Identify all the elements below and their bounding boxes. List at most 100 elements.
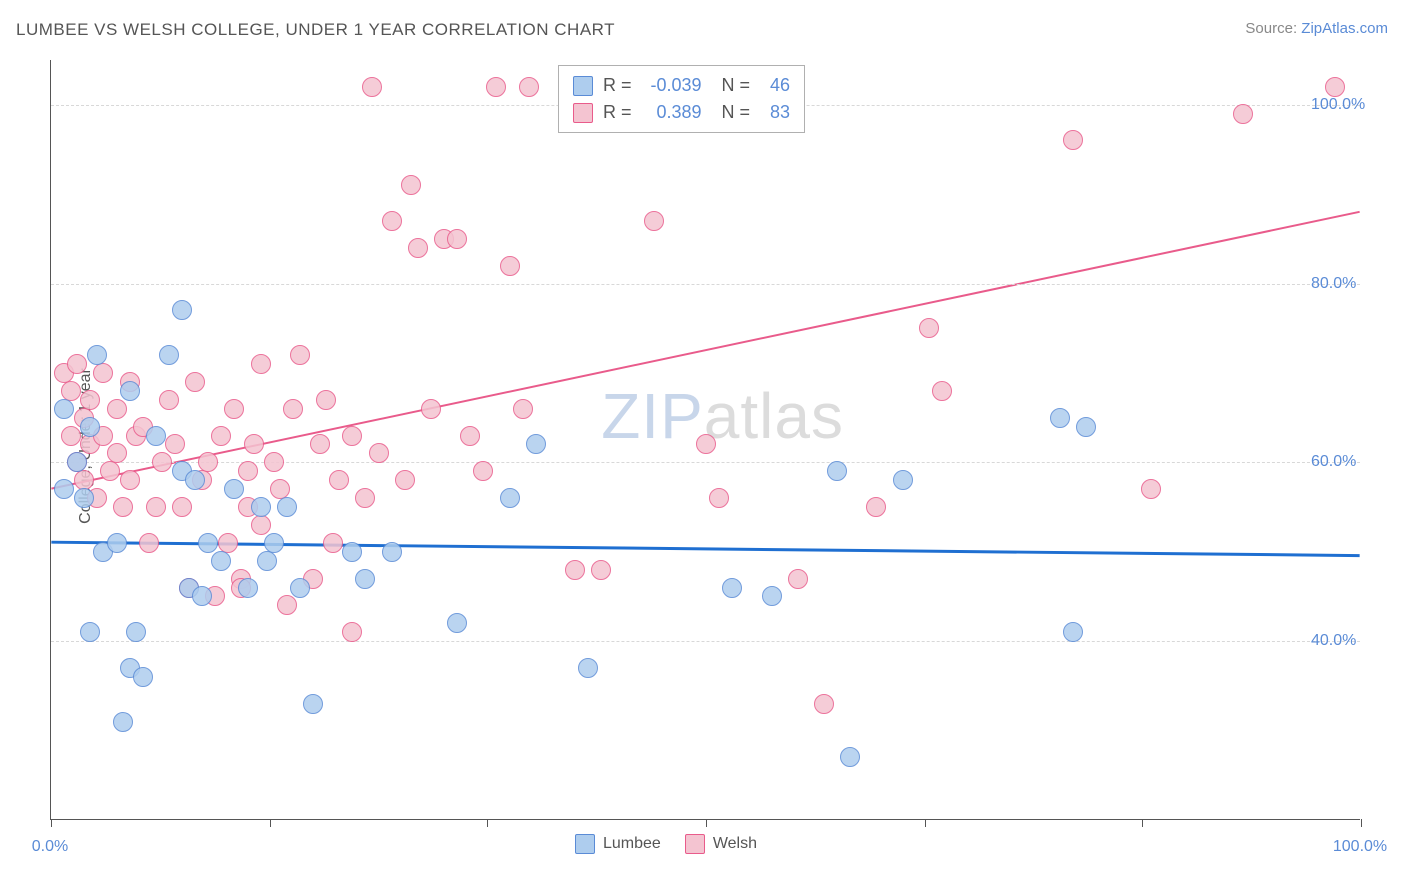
data-point-welsh — [107, 443, 127, 463]
legend-r-label: R = — [603, 72, 632, 99]
data-point-lumbee — [526, 434, 546, 454]
data-point-lumbee — [290, 578, 310, 598]
data-point-welsh — [519, 77, 539, 97]
data-point-welsh — [224, 399, 244, 419]
legend-r-value-lumbee: -0.039 — [642, 72, 702, 99]
data-point-welsh — [198, 452, 218, 472]
data-point-welsh — [788, 569, 808, 589]
data-point-welsh — [382, 211, 402, 231]
data-point-welsh — [264, 452, 284, 472]
watermark-atlas: atlas — [704, 380, 844, 452]
data-point-welsh — [500, 256, 520, 276]
data-point-welsh — [408, 238, 428, 258]
legend-label-welsh: Welsh — [713, 835, 757, 852]
data-point-welsh — [80, 390, 100, 410]
data-point-lumbee — [74, 488, 94, 508]
legend-item-welsh: Welsh — [685, 834, 757, 854]
data-point-welsh — [107, 399, 127, 419]
data-point-lumbee — [80, 417, 100, 437]
x-tick-label: 100.0% — [1333, 838, 1387, 856]
data-point-welsh — [244, 434, 264, 454]
legend-swatch-welsh — [685, 834, 705, 854]
data-point-welsh — [644, 211, 664, 231]
data-point-lumbee — [159, 345, 179, 365]
legend-n-label: N = — [712, 99, 751, 126]
series-legend: Lumbee Welsh — [575, 834, 757, 854]
legend-swatch-lumbee — [575, 834, 595, 854]
legend-r-value-welsh: 0.389 — [642, 99, 702, 126]
legend-item-lumbee: Lumbee — [575, 834, 661, 854]
data-point-lumbee — [192, 586, 212, 606]
data-point-welsh — [152, 452, 172, 472]
data-point-lumbee — [238, 578, 258, 598]
data-point-welsh — [342, 426, 362, 446]
data-point-welsh — [709, 488, 729, 508]
data-point-welsh — [342, 622, 362, 642]
legend-r-label: R = — [603, 99, 632, 126]
data-point-lumbee — [827, 461, 847, 481]
legend-label-lumbee: Lumbee — [603, 835, 661, 852]
data-point-lumbee — [500, 488, 520, 508]
data-point-lumbee — [120, 381, 140, 401]
data-point-lumbee — [382, 542, 402, 562]
data-point-welsh — [67, 354, 87, 374]
data-point-lumbee — [762, 586, 782, 606]
data-point-welsh — [310, 434, 330, 454]
x-tick — [270, 819, 271, 827]
data-point-welsh — [316, 390, 336, 410]
data-point-welsh — [1233, 104, 1253, 124]
source-link[interactable]: ZipAtlas.com — [1301, 20, 1388, 37]
data-point-welsh — [211, 426, 231, 446]
x-tick — [487, 819, 488, 827]
chart-title: LUMBEE VS WELSH COLLEGE, UNDER 1 YEAR CO… — [16, 20, 615, 40]
data-point-welsh — [355, 488, 375, 508]
legend-swatch-welsh — [573, 103, 593, 123]
data-point-lumbee — [893, 470, 913, 490]
watermark: ZIPatlas — [601, 379, 844, 453]
data-point-welsh — [290, 345, 310, 365]
x-tick — [706, 819, 707, 827]
data-point-welsh — [251, 354, 271, 374]
data-point-welsh — [932, 381, 952, 401]
data-point-welsh — [1325, 77, 1345, 97]
data-point-welsh — [323, 533, 343, 553]
data-point-welsh — [100, 461, 120, 481]
watermark-zip: ZIP — [601, 380, 704, 452]
source-prefix: Source: — [1245, 20, 1301, 37]
legend-n-value-welsh: 83 — [760, 99, 790, 126]
data-point-lumbee — [146, 426, 166, 446]
data-point-lumbee — [722, 578, 742, 598]
legend-row-lumbee: R = -0.039 N = 46 — [573, 72, 790, 99]
data-point-lumbee — [80, 622, 100, 642]
data-point-welsh — [277, 595, 297, 615]
source-attribution: Source: ZipAtlas.com — [1245, 20, 1388, 37]
data-point-lumbee — [185, 470, 205, 490]
data-point-lumbee — [107, 533, 127, 553]
data-point-welsh — [447, 229, 467, 249]
data-point-welsh — [565, 560, 585, 580]
data-point-welsh — [513, 399, 533, 419]
data-point-lumbee — [355, 569, 375, 589]
data-point-welsh — [591, 560, 611, 580]
data-point-welsh — [329, 470, 349, 490]
data-point-welsh — [919, 318, 939, 338]
data-point-lumbee — [172, 300, 192, 320]
data-point-welsh — [159, 390, 179, 410]
data-point-lumbee — [578, 658, 598, 678]
y-tick-label: 40.0% — [1311, 632, 1356, 650]
data-point-lumbee — [303, 694, 323, 714]
data-point-welsh — [185, 372, 205, 392]
data-point-lumbee — [198, 533, 218, 553]
data-point-lumbee — [251, 497, 271, 517]
data-point-welsh — [120, 470, 140, 490]
data-point-welsh — [139, 533, 159, 553]
y-tick-label: 100.0% — [1311, 96, 1365, 114]
data-point-welsh — [486, 77, 506, 97]
legend-row-welsh: R = 0.389 N = 83 — [573, 99, 790, 126]
gridline-h — [51, 284, 1360, 285]
data-point-welsh — [283, 399, 303, 419]
y-tick-label: 80.0% — [1311, 275, 1356, 293]
x-tick — [1142, 819, 1143, 827]
data-point-welsh — [146, 497, 166, 517]
legend-swatch-lumbee — [573, 76, 593, 96]
